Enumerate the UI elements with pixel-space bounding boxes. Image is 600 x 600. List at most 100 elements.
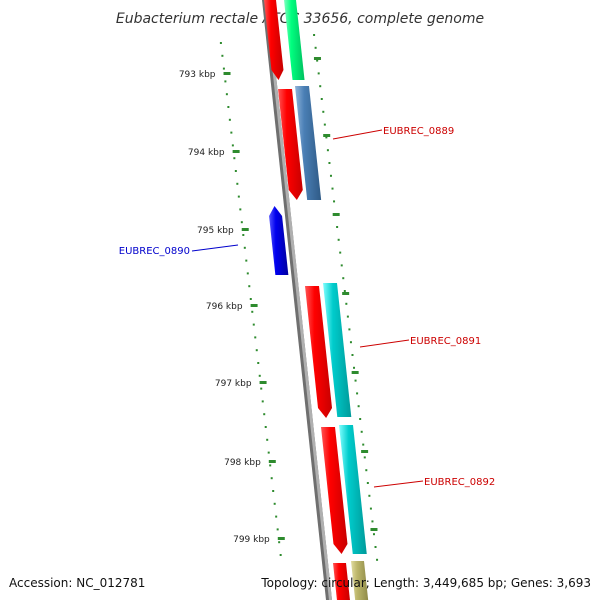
minor-tick-outer — [326, 149, 329, 152]
minor-tick-outer — [369, 507, 372, 510]
minor-tick-inner — [228, 118, 231, 121]
minor-tick-inner — [267, 451, 270, 454]
minor-tick-outer — [329, 174, 332, 177]
minor-tick-inner — [231, 144, 234, 147]
minor-tick-outer — [353, 366, 356, 369]
gene-feature-eubrec-0889[interactable] — [295, 86, 322, 200]
minor-tick-outer — [376, 558, 379, 561]
minor-tick-inner — [236, 182, 239, 185]
minor-tick-inner — [224, 80, 227, 83]
gene-label[interactable]: EUBREC_0890 — [119, 246, 190, 257]
minor-tick-inner — [239, 208, 242, 211]
major-tick-outer — [351, 371, 359, 374]
tick-label: 793 kbp — [179, 70, 216, 80]
minor-tick-outer — [325, 136, 328, 139]
major-tick-outer — [323, 134, 331, 137]
minor-tick-inner — [258, 374, 261, 377]
gene-label[interactable]: EUBREC_0889 — [383, 126, 454, 137]
minor-tick-outer — [331, 187, 334, 190]
minor-tick-outer — [348, 328, 351, 331]
minor-tick-inner — [275, 515, 278, 518]
minor-tick-outer — [316, 59, 319, 62]
major-tick-inner — [232, 150, 240, 153]
major-tick-inner — [241, 228, 249, 231]
minor-tick-inner — [273, 502, 276, 505]
tick-label: 795 kbp — [197, 226, 234, 236]
major-tick-inner — [277, 537, 285, 540]
minor-tick-outer — [362, 443, 365, 446]
gene-features — [264, 0, 369, 600]
minor-tick-inner — [222, 67, 225, 70]
minor-tick-outer — [313, 34, 316, 36]
minor-tick-inner — [230, 131, 233, 134]
gene-feature-red[interactable] — [264, 0, 284, 80]
minor-tick-inner — [249, 298, 252, 300]
tick-label: 794 kbp — [188, 148, 225, 158]
gene-feature-eubrec-0890[interactable] — [269, 206, 289, 275]
minor-tick-outer — [363, 456, 366, 459]
minor-tick-inner — [240, 221, 243, 224]
genome-backbone — [262, 0, 332, 600]
minor-tick-inner — [263, 413, 266, 416]
gene-feature-red[interactable] — [305, 286, 333, 418]
minor-tick-outer — [371, 520, 374, 523]
minor-tick-outer — [346, 315, 349, 318]
minor-tick-inner — [279, 554, 282, 556]
minor-tick-inner — [269, 464, 272, 467]
major-tick-outer — [342, 292, 350, 295]
minor-tick-inner — [261, 400, 264, 403]
minor-tick-inner — [234, 170, 237, 172]
gene-feature-red[interactable] — [321, 427, 348, 554]
gene-feature-eubrec-0892[interactable] — [339, 425, 367, 554]
minor-tick-inner — [266, 438, 269, 441]
label-leader-line — [359, 339, 410, 348]
minor-tick-outer — [319, 85, 322, 88]
gene-feature-red[interactable] — [333, 563, 350, 600]
gene-feature-green[interactable] — [284, 0, 305, 80]
accession-text: Accession: NC_012781 — [9, 576, 145, 590]
minor-tick-outer — [351, 354, 354, 356]
minor-tick-outer — [314, 46, 317, 49]
minor-tick-inner — [255, 349, 258, 352]
gene-feature-red[interactable] — [278, 89, 303, 200]
label-leader-line — [332, 129, 383, 140]
minor-tick-inner — [245, 259, 248, 262]
minor-tick-inner — [225, 93, 228, 96]
major-tick-inner — [223, 72, 231, 75]
minor-tick-outer — [343, 290, 346, 292]
minor-tick-inner — [254, 336, 257, 339]
minor-tick-outer — [317, 72, 320, 75]
major-tick-inner — [268, 460, 276, 463]
gene-labels: EUBREC_0889 EUBREC_0890 EUBREC_0891 EUBREC_… — [119, 126, 495, 488]
gene-label[interactable]: EUBREC_0892 — [424, 477, 495, 488]
label-leader-line — [191, 244, 239, 252]
major-tick-outer — [361, 450, 369, 453]
minor-tick-outer — [339, 251, 342, 254]
gene-label[interactable]: EUBREC_0891 — [410, 336, 481, 347]
minor-tick-outer — [320, 98, 323, 100]
minor-tick-outer — [354, 379, 357, 382]
minor-tick-outer — [360, 430, 363, 433]
minor-tick-outer — [357, 405, 360, 408]
minor-tick-outer — [368, 494, 371, 497]
minor-tick-outer — [366, 482, 369, 484]
minor-tick-outer — [336, 226, 339, 228]
minor-tick-inner — [248, 285, 251, 288]
minor-tick-outer — [356, 392, 359, 395]
major-tick-outer — [332, 213, 340, 216]
gene-feature-khaki[interactable] — [351, 561, 369, 600]
minor-tick-outer — [337, 238, 340, 241]
minor-tick-outer — [365, 469, 368, 472]
minor-tick-inner — [221, 54, 224, 57]
minor-tick-outer — [349, 341, 352, 344]
gene-feature-eubrec-0891[interactable] — [323, 283, 352, 417]
minor-tick-outer — [328, 162, 331, 164]
minor-tick-inner — [278, 541, 281, 544]
minor-tick-inner — [227, 106, 230, 108]
major-tick-inner — [259, 381, 267, 384]
minor-tick-outer — [322, 110, 325, 113]
tick-label: 798 kbp — [224, 458, 261, 468]
minor-tick-inner — [219, 42, 222, 44]
map-title: Eubacterium rectale ATCC 33656, complete… — [116, 11, 484, 27]
